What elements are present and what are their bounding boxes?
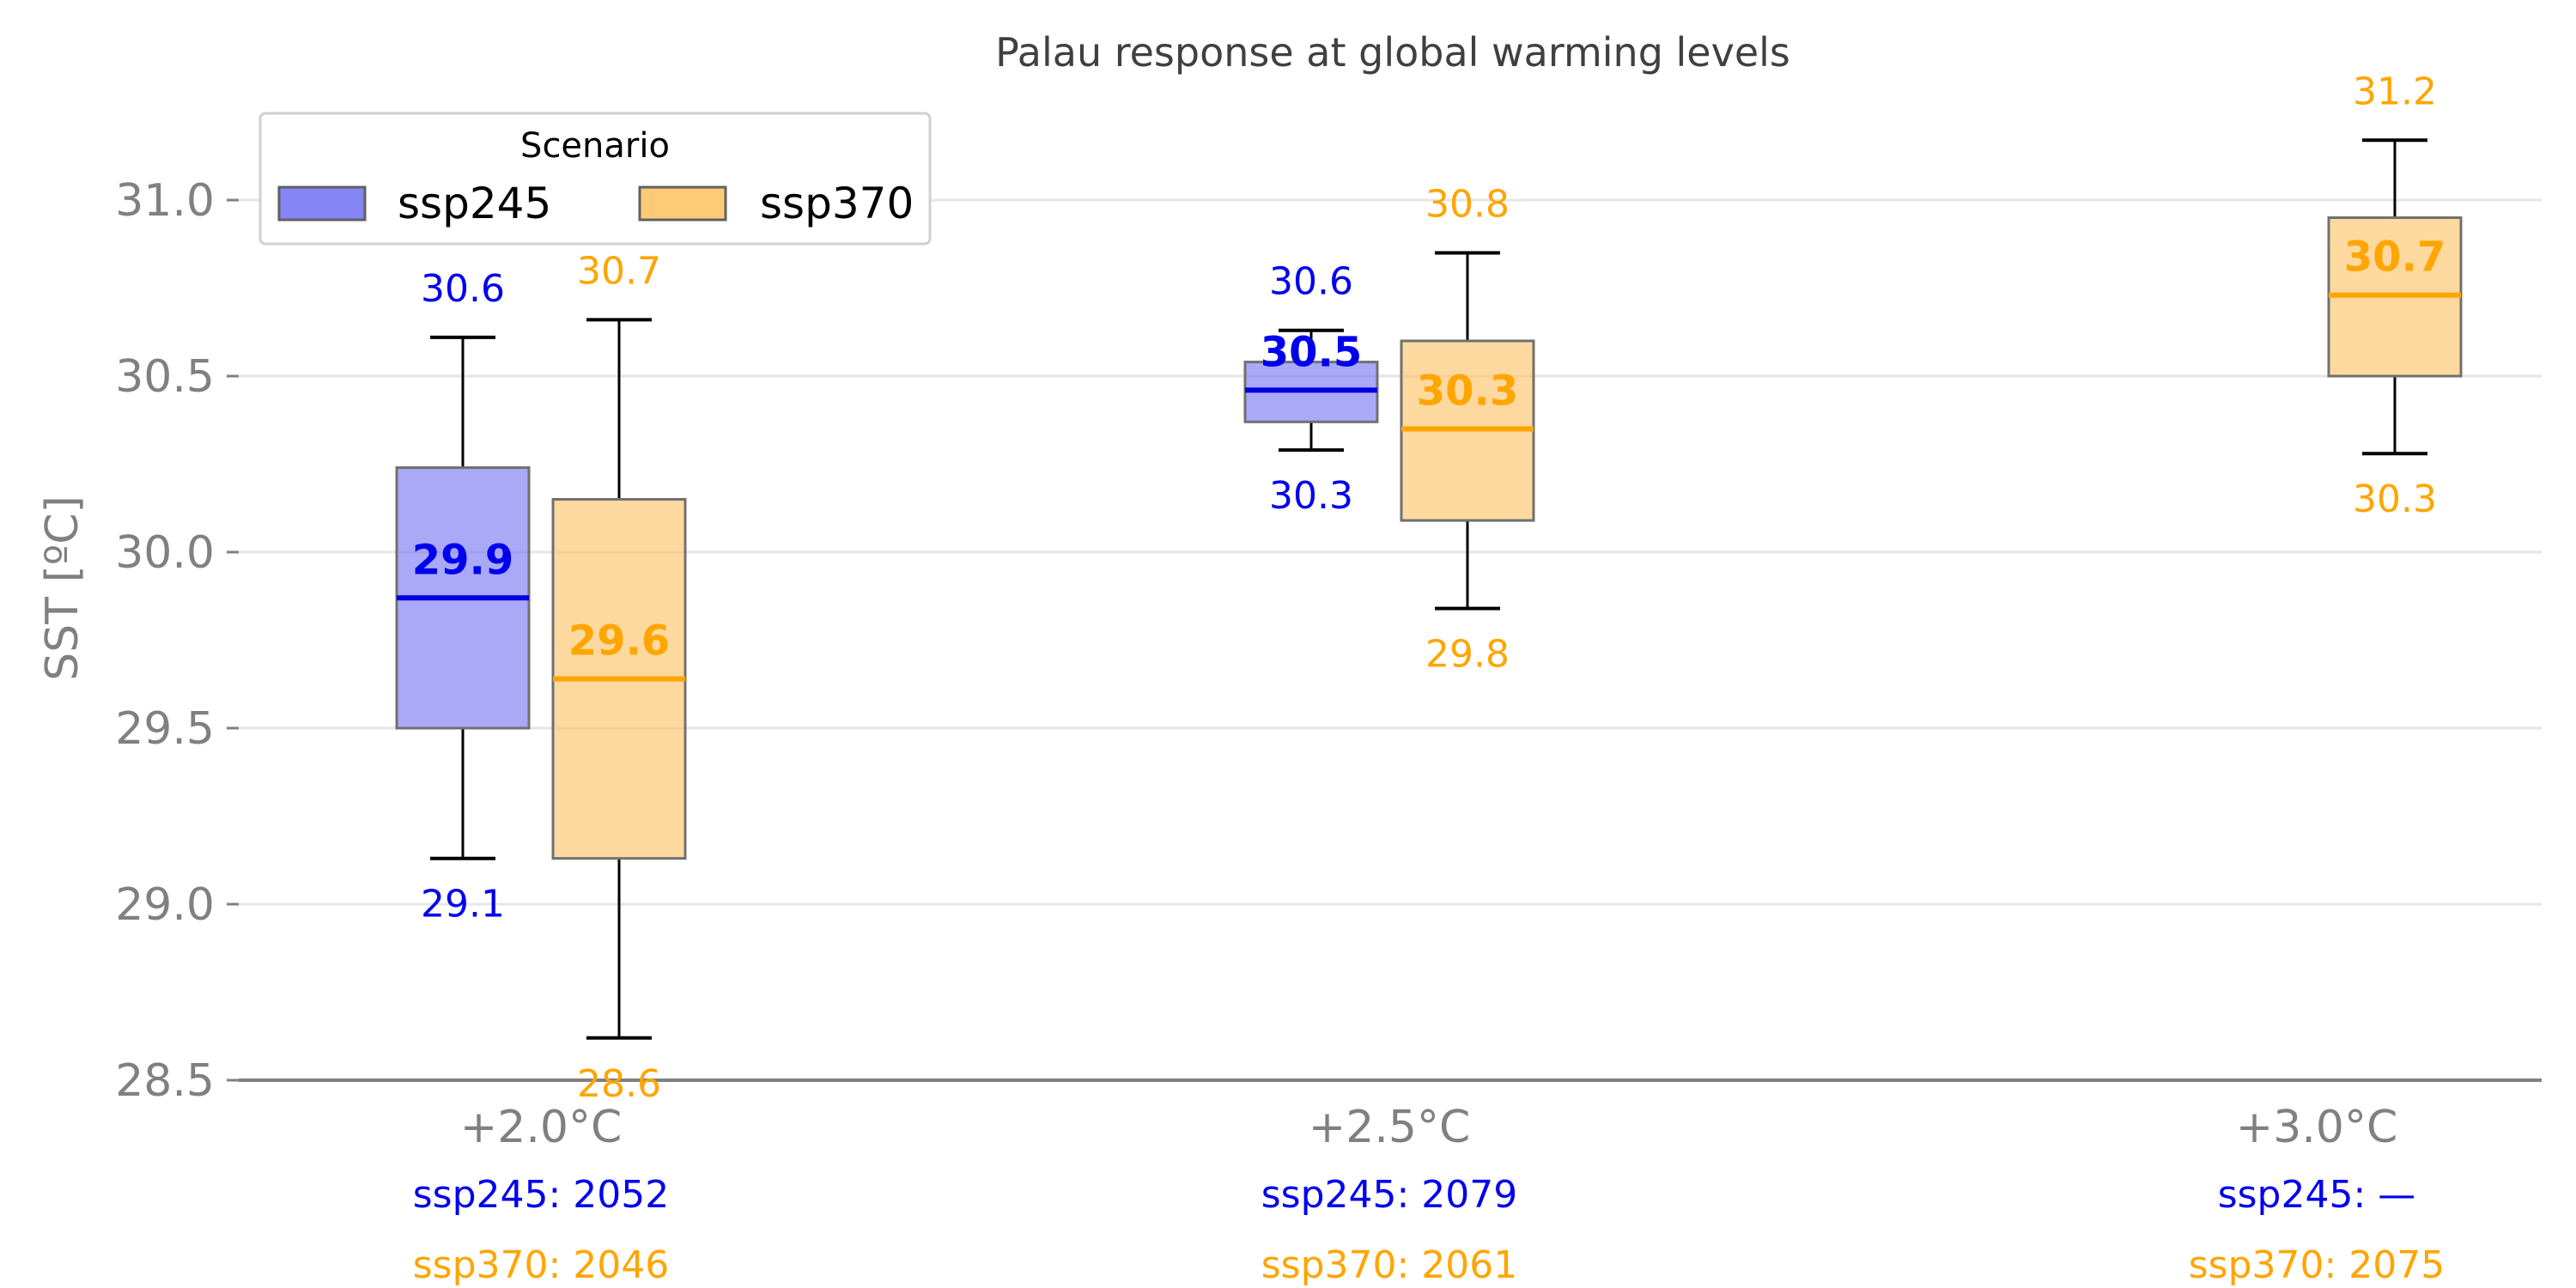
- chart-title: Palau response at global warming levels: [995, 29, 1790, 76]
- y-tick-label: 29.5: [115, 703, 215, 755]
- whisker-low-label-ssp245: 29.1: [421, 883, 505, 927]
- median-label-ssp370: 29.6: [568, 617, 670, 665]
- whisker-high-label-ssp370: 31.2: [2353, 70, 2437, 113]
- y-axis-label: SST [ºC]: [37, 495, 88, 681]
- legend-swatch-ssp370: [638, 185, 727, 222]
- data-labels: ssp245: 2052 30.6 29.1 29.9 ssp245: 2079 30.6…: [412, 70, 2445, 1287]
- y-tick-label: 28.5: [115, 1055, 215, 1107]
- whisker-low-label-ssp245: 30.3: [1269, 474, 1353, 518]
- whisker-high-label-ssp370: 30.7: [577, 249, 661, 293]
- whisker-high-label-ssp245: 30.6: [1269, 260, 1353, 304]
- axes: 28.5 29.0 29.5 30.0 30.5 31.0 +2.0°C +2.5°C +3.0…: [115, 175, 2542, 1153]
- x-tick-label: +3.0°C: [2236, 1102, 2398, 1153]
- legend-title: Scenario: [520, 126, 670, 166]
- legend: Scenario ssp245 ssp370: [258, 112, 932, 246]
- y-tick-label: 29.0: [115, 879, 215, 931]
- legend-swatch-ssp245: [277, 185, 367, 222]
- x-tick-label: +2.5°C: [1309, 1102, 1471, 1153]
- whisker-low-label-ssp370: 29.8: [1425, 633, 1510, 677]
- y-tick-label: 30.0: [115, 527, 215, 579]
- y-tick-label: 30.5: [115, 351, 215, 403]
- median-label-ssp245: 30.5: [1261, 328, 1362, 376]
- box-series: [395, 138, 2463, 1040]
- whisker-low-label-ssp370: 30.3: [2353, 477, 2437, 521]
- year-label-ssp245: ssp245: 2079: [1261, 1173, 1518, 1217]
- whisker-high-label-ssp370: 30.8: [1425, 183, 1510, 227]
- whisker-low-label-ssp370: 28.6: [577, 1062, 661, 1106]
- x-tick-label: +2.0°C: [460, 1102, 623, 1153]
- median-label-ssp370: 30.3: [1417, 368, 1518, 416]
- year-label-ssp245: ssp245: —: [2218, 1173, 2416, 1217]
- median-label-ssp370: 30.7: [2344, 234, 2445, 282]
- year-label-ssp245: ssp245: 2052: [413, 1173, 670, 1217]
- year-label-ssp370: ssp370: 2061: [1261, 1243, 1518, 1287]
- y-tick-label: 31.0: [115, 175, 215, 227]
- year-label-ssp370: ssp370: 2046: [413, 1243, 670, 1287]
- year-label-ssp370: ssp370: 2075: [2189, 1243, 2445, 1287]
- legend-frame: [258, 112, 932, 246]
- legend-label-ssp245: ssp245: [398, 179, 551, 228]
- whisker-high-label-ssp245: 30.6: [421, 267, 505, 311]
- median-label-ssp245: 29.9: [412, 536, 513, 584]
- legend-label-ssp370: ssp370: [760, 179, 914, 228]
